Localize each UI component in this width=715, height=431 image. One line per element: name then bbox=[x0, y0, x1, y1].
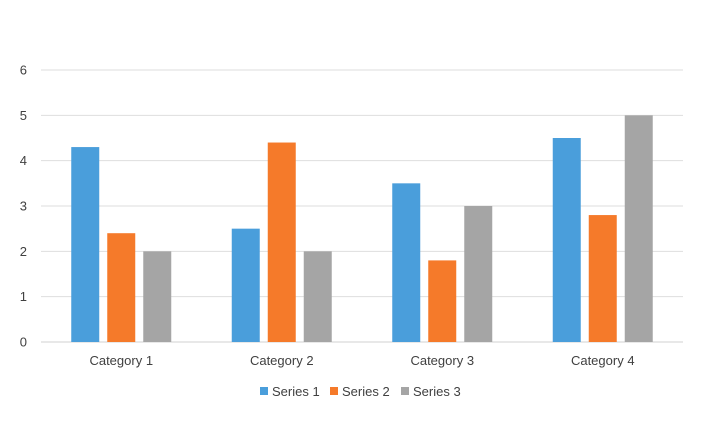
legend-label-series-1: Series 1 bbox=[272, 384, 320, 399]
legend-swatch-series-1 bbox=[260, 387, 268, 395]
x-tick-label: Category 3 bbox=[410, 353, 474, 368]
y-tick-label: 5 bbox=[20, 108, 27, 123]
legend: Series 1 Series 2 Series 3 bbox=[260, 384, 461, 399]
bar-series-3-category-4 bbox=[624, 115, 653, 342]
bar-series-2-category-1 bbox=[107, 233, 136, 342]
bar-series-2-category-3 bbox=[428, 260, 457, 342]
bar-series-1-category-4 bbox=[552, 138, 581, 342]
y-tick-label: 3 bbox=[20, 199, 27, 214]
bar-series-3-category-1 bbox=[143, 251, 172, 342]
bar-series-2-category-4 bbox=[588, 215, 617, 342]
legend-label-series-3: Series 3 bbox=[413, 384, 461, 399]
legend-swatch-series-3 bbox=[401, 387, 409, 395]
y-tick-label: 2 bbox=[20, 244, 27, 259]
bar-series-3-category-2 bbox=[303, 251, 332, 342]
bars bbox=[71, 115, 653, 342]
y-tick-label: 0 bbox=[20, 335, 27, 350]
bar-series-1-category-3 bbox=[392, 183, 421, 342]
legend-swatch-series-2 bbox=[330, 387, 338, 395]
bar-series-3-category-3 bbox=[464, 206, 493, 342]
x-tick-label: Category 1 bbox=[89, 353, 153, 368]
x-tick-label: Category 4 bbox=[571, 353, 635, 368]
bar-series-2-category-2 bbox=[267, 142, 296, 342]
y-tick-label: 6 bbox=[20, 63, 27, 78]
y-axis-tick-labels: 0 1 2 3 4 5 6 bbox=[20, 63, 27, 350]
y-tick-label: 1 bbox=[20, 289, 27, 304]
x-tick-label: Category 2 bbox=[250, 353, 314, 368]
x-axis-tick-labels: Category 1 Category 2 Category 3 Category 4 bbox=[89, 353, 634, 368]
bar-series-1-category-2 bbox=[231, 228, 260, 342]
gridlines bbox=[41, 69, 683, 343]
legend-label-series-2: Series 2 bbox=[342, 384, 390, 399]
bar-series-1-category-1 bbox=[71, 147, 100, 342]
y-tick-label: 4 bbox=[20, 153, 27, 168]
